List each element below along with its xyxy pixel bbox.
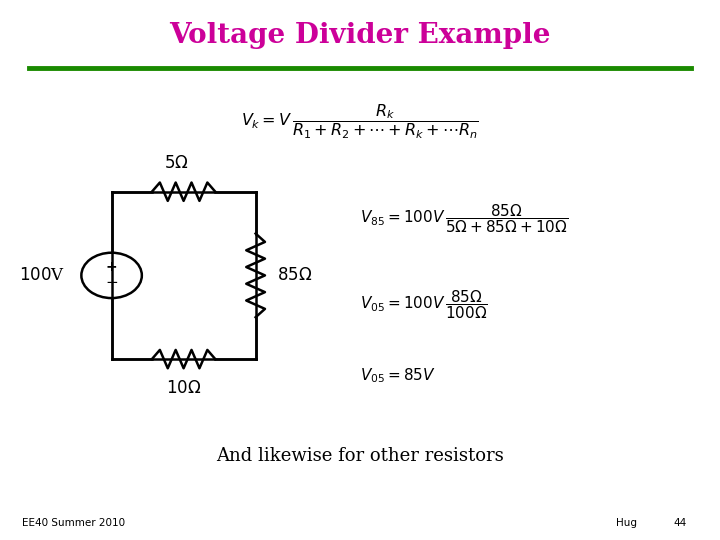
Text: $85\Omega$: $85\Omega$: [277, 267, 312, 284]
Text: −: −: [105, 275, 118, 291]
Text: And likewise for other resistors: And likewise for other resistors: [216, 447, 504, 465]
Text: $V_k = V\,\dfrac{R_k}{R_1 + R_2 + \cdots + R_k + \cdots R_n}$: $V_k = V\,\dfrac{R_k}{R_1 + R_2 + \cdots…: [241, 102, 479, 141]
Text: $V_{85} = 100V\,\dfrac{85\Omega}{5\Omega + 85\Omega + 10\Omega}$: $V_{85} = 100V\,\dfrac{85\Omega}{5\Omega…: [360, 202, 568, 235]
Text: $100$V: $100$V: [19, 267, 65, 284]
Text: +: +: [106, 260, 117, 274]
Text: $V_{05} = 100V\,\dfrac{85\Omega}{100\Omega}$: $V_{05} = 100V\,\dfrac{85\Omega}{100\Ome…: [360, 289, 488, 321]
Text: EE40 Summer 2010: EE40 Summer 2010: [22, 518, 125, 528]
Text: Hug: Hug: [616, 518, 636, 528]
Text: Voltage Divider Example: Voltage Divider Example: [169, 22, 551, 49]
Text: $10\Omega$: $10\Omega$: [166, 380, 201, 397]
Text: $V_{05} = 85V$: $V_{05} = 85V$: [360, 366, 436, 384]
Text: 44: 44: [673, 518, 686, 528]
Text: $5\Omega$: $5\Omega$: [164, 155, 189, 172]
